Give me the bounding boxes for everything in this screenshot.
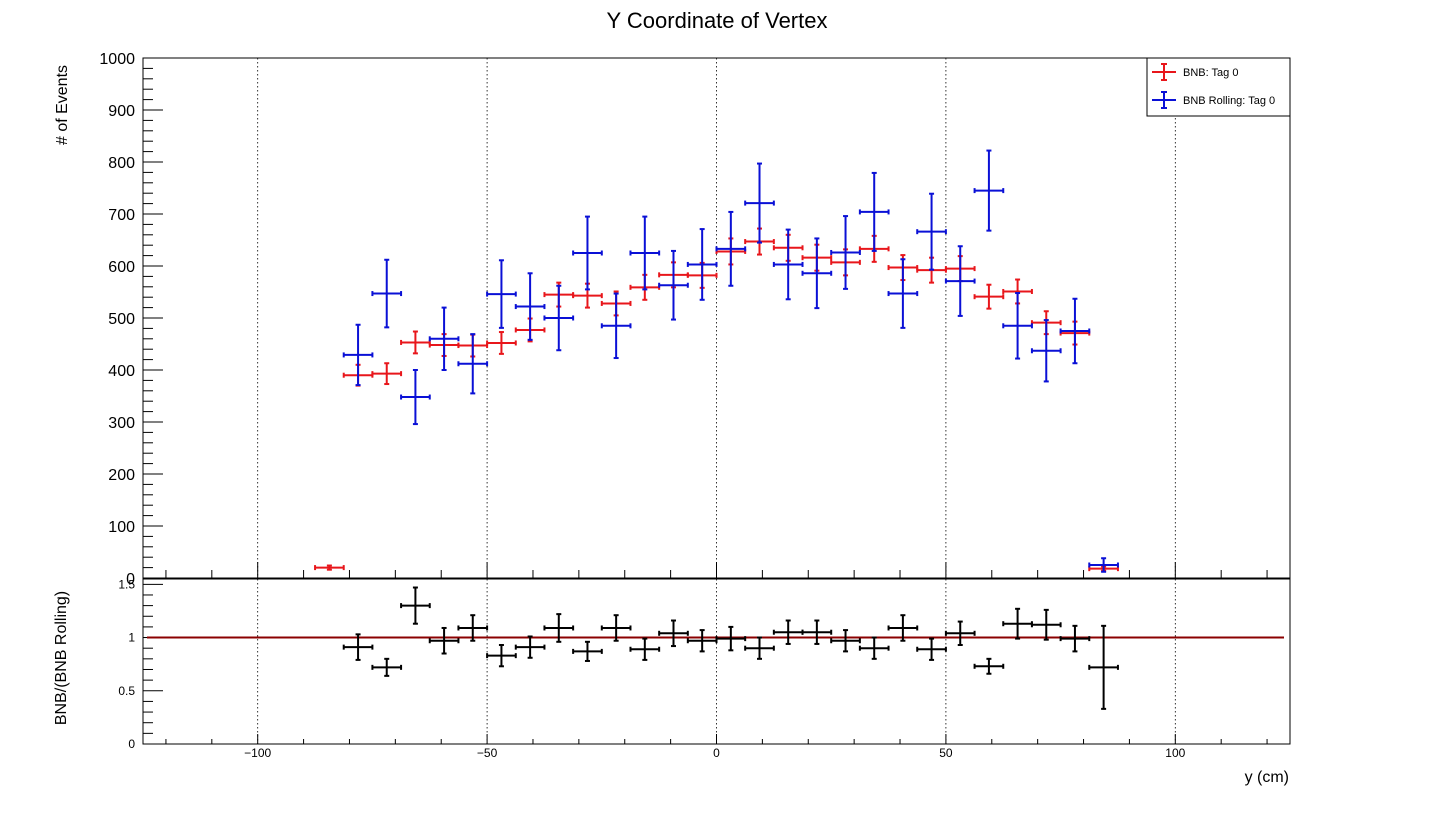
top-y-tick-label: 200 [108, 467, 135, 484]
ratio-point [457, 614, 489, 642]
bnb-rolling-tag0-point [658, 249, 689, 321]
bnb-rolling-tag0-point [400, 369, 431, 426]
bottom-grid [257, 579, 1176, 744]
legend: BNB: Tag 0 BNB Rolling: Tag 0 [1146, 57, 1291, 117]
top-y-tick-label: 300 [108, 415, 135, 432]
ratio-point [944, 620, 976, 646]
x-tick-label: 50 [939, 746, 953, 760]
bnb-rolling-tag0-point [342, 323, 374, 387]
bnb-rolling-tag0-point [371, 258, 403, 329]
ratio-point [858, 636, 890, 660]
ratio-point [371, 657, 403, 677]
top-y-tick-label: 1000 [99, 51, 135, 68]
top-plot-frame [142, 57, 1291, 579]
top-y-tick-label: 100 [108, 519, 135, 536]
chart-title: Y Coordinate of Vertex [607, 8, 828, 33]
bnb-rolling-tag0-point [543, 284, 575, 352]
ratio-point [543, 613, 575, 643]
bnb-rolling-tag0-point [428, 306, 460, 371]
top-y-tick-label: 600 [108, 259, 135, 276]
bottom-panel: 0 0.5 1 1.5 BNB/(BNB Rolling) −100 −50 0 50 100… [53, 577, 1291, 786]
legend-marker-bnb-rolling [1152, 91, 1176, 109]
bnb-rolling-tag0-point [629, 215, 661, 291]
bottom-y-tick-label: 0.5 [118, 684, 135, 698]
ratio-point [1088, 624, 1119, 710]
top-y-tick-label: 500 [108, 311, 135, 328]
top-y-tick-label: 800 [108, 155, 135, 172]
x-tick-label: −50 [477, 746, 498, 760]
bnb-rolling-tag0-point [887, 258, 919, 329]
bnb-rolling-tag0-point [744, 162, 775, 244]
bnb-rolling-tag0-point [916, 192, 947, 271]
x-tick-label: 100 [1165, 746, 1185, 760]
bnb-rolling-tag0-point [1002, 292, 1033, 360]
legend-box [1146, 57, 1291, 117]
ratio-point [629, 637, 661, 661]
ratio-point [428, 626, 460, 655]
ratio-point [572, 640, 603, 662]
top-grid [257, 58, 1176, 578]
bottom-plot-frame [142, 578, 1291, 745]
bnb-rolling-tag0-point [858, 171, 890, 252]
top-series [314, 149, 1119, 573]
ratio-point [400, 586, 431, 625]
bnb-rolling-tag0-point [944, 245, 976, 317]
bnb-rolling-tag0-point [1059, 297, 1091, 365]
x-axis-label: y (cm) [1245, 769, 1289, 786]
ratio-point [916, 637, 947, 661]
top-panel: 0 100 200 300 400 500 600 700 800 900 1000 # of Ev… [54, 51, 1291, 588]
ratio-point [973, 657, 1005, 675]
bnb-rolling-tag0-point [715, 210, 747, 287]
ratio-point [658, 619, 689, 648]
x-tick-label: −100 [244, 746, 271, 760]
ratio-point [1002, 607, 1033, 640]
ratio-point [600, 614, 632, 642]
bnb-rolling-tag0-point [801, 237, 833, 310]
ratio-point [1059, 624, 1091, 653]
x-tick-label: 0 [713, 746, 720, 760]
bnb-tag0-point [973, 283, 1005, 310]
ratio-point [744, 636, 775, 660]
bnb-rolling-tag0-point [686, 228, 718, 301]
bnb-rolling-tag0-point [830, 215, 861, 290]
bnb-rolling-tag0-point [572, 215, 603, 291]
ratio-point [486, 644, 517, 668]
bnb-rolling-tag0-point [973, 149, 1005, 232]
bnb-rolling-tag0-point [1030, 319, 1062, 383]
ratio-point [514, 635, 546, 659]
bnb-rolling-tag0-point [600, 292, 632, 360]
ratio-point [342, 633, 374, 661]
top-y-tick-label: 700 [108, 207, 135, 224]
ratio-point [830, 629, 861, 653]
bottom-y-tick-label: 0 [128, 737, 135, 751]
bnb-tag0-point [371, 362, 403, 386]
top-y-tick-label: 400 [108, 363, 135, 380]
bnb-tag0-point [486, 331, 517, 355]
bnb-rolling-tag0-point [486, 259, 517, 329]
top-y-tick-label: 0 [126, 571, 135, 588]
bnb-rolling-tag0-point [514, 272, 546, 341]
ratio-point [715, 625, 747, 652]
top-ticks: 0 100 200 300 400 500 600 700 800 900 1000 [99, 51, 1268, 588]
bottom-series [342, 586, 1119, 710]
bottom-y-tick-label: 1 [128, 631, 135, 645]
bottom-y-axis-label: BNB/(BNB Rolling) [53, 591, 70, 725]
top-y-axis-label: # of Events [54, 65, 71, 145]
legend-marker-bnb [1152, 63, 1176, 81]
bnb-rolling-tag0-point [457, 333, 489, 395]
ratio-point [801, 619, 833, 645]
bnb-tag0-point [314, 564, 345, 571]
x-tick-labels: −100 −50 0 50 100 [244, 746, 1185, 760]
legend-label-bnb-rolling: BNB Rolling: Tag 0 [1183, 95, 1275, 107]
top-y-tick-label: 900 [108, 103, 135, 120]
ratio-point [887, 614, 919, 642]
legend-label-bnb: BNB: Tag 0 [1183, 67, 1238, 79]
bottom-y-tick-label: 1.5 [118, 577, 135, 591]
ratio-point [1030, 608, 1062, 641]
bnb-rolling-tag0-point [1088, 557, 1119, 573]
bnb-rolling-tag0-point [772, 228, 804, 301]
